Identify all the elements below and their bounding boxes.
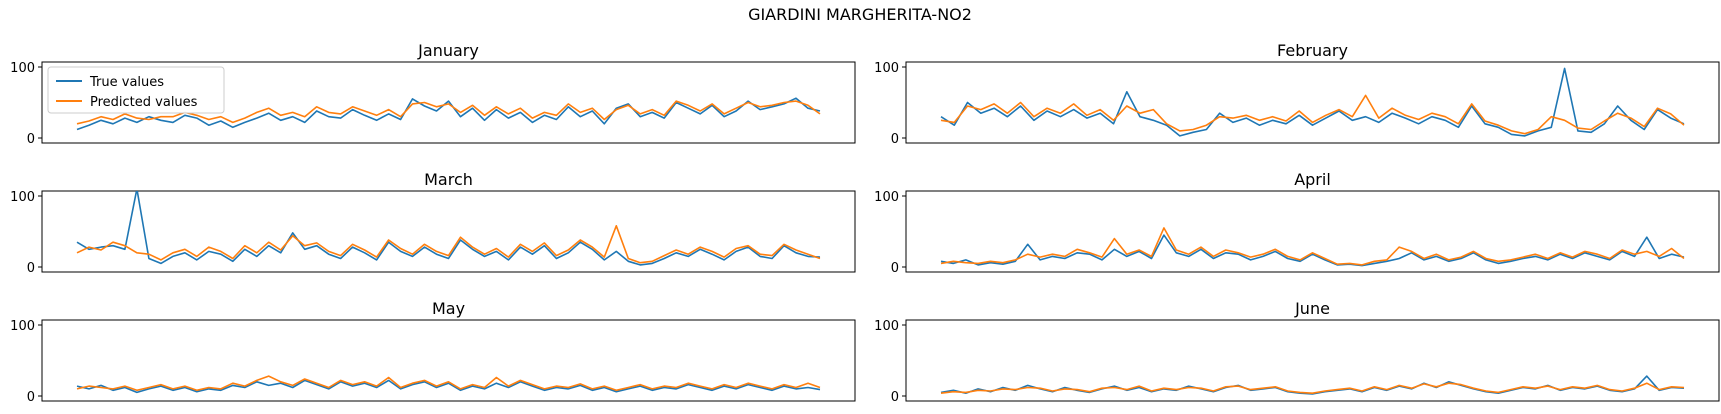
subplot-january: January 0 100 True values Predicted values xyxy=(10,41,856,147)
series-line-predicted-values xyxy=(76,100,821,125)
figure-title: GIARDINI MARGHERITA-NO2 xyxy=(748,5,972,24)
y-tick-label: 100 xyxy=(874,319,899,334)
y-tick-label: 100 xyxy=(874,190,899,205)
legend-box xyxy=(47,66,225,114)
axes-frame xyxy=(41,190,856,273)
subplot-title: March xyxy=(424,170,473,189)
series-line-true-values xyxy=(76,191,821,266)
series-line-predicted-values xyxy=(76,225,821,264)
y-tick-label: 100 xyxy=(874,61,899,76)
y-tick-label: 0 xyxy=(27,261,35,276)
axes-frame xyxy=(905,61,1720,144)
subplot-april: April 0 100 xyxy=(874,170,1720,276)
subplot-may: May 0 100 xyxy=(10,299,856,405)
subplot-february: February 0 100 xyxy=(874,41,1720,147)
subplot-june: June 0 100 xyxy=(874,299,1720,405)
y-tick-label: 100 xyxy=(10,319,35,334)
y-tick-label: 0 xyxy=(891,132,899,147)
y-tick-label: 0 xyxy=(891,390,899,405)
y-tick-label: 100 xyxy=(10,190,35,205)
y-tick-label: 100 xyxy=(10,61,35,76)
series-line-true-values xyxy=(76,97,821,131)
series-line-predicted-values xyxy=(940,94,1685,135)
subplot-grid: January 0 100 True values Predicted values Fe… xyxy=(10,41,1720,405)
legend-label: Predicted values xyxy=(90,95,198,110)
subplot-title: February xyxy=(1277,41,1348,60)
legend: True values Predicted values xyxy=(47,66,225,114)
axes-frame xyxy=(905,319,1720,402)
legend-label: True values xyxy=(89,75,164,90)
axes-frame xyxy=(41,319,856,402)
axes-frame xyxy=(41,61,856,144)
series-line-predicted-values xyxy=(76,375,821,392)
series-line-true-values xyxy=(940,67,1685,137)
series-line-true-values xyxy=(76,379,821,394)
subplot-title: April xyxy=(1294,170,1331,189)
series-line-predicted-values xyxy=(940,227,1685,266)
y-tick-label: 0 xyxy=(27,132,35,147)
subplot-march: March 0 100 xyxy=(10,170,856,276)
series-line-predicted-values xyxy=(940,382,1685,395)
series-line-true-values xyxy=(940,234,1685,267)
subplot-title: June xyxy=(1294,299,1330,318)
y-tick-label: 0 xyxy=(27,390,35,405)
subplot-title: May xyxy=(432,299,465,318)
subplot-title: January xyxy=(417,41,479,60)
y-tick-label: 0 xyxy=(891,261,899,276)
axes-frame xyxy=(905,190,1720,273)
